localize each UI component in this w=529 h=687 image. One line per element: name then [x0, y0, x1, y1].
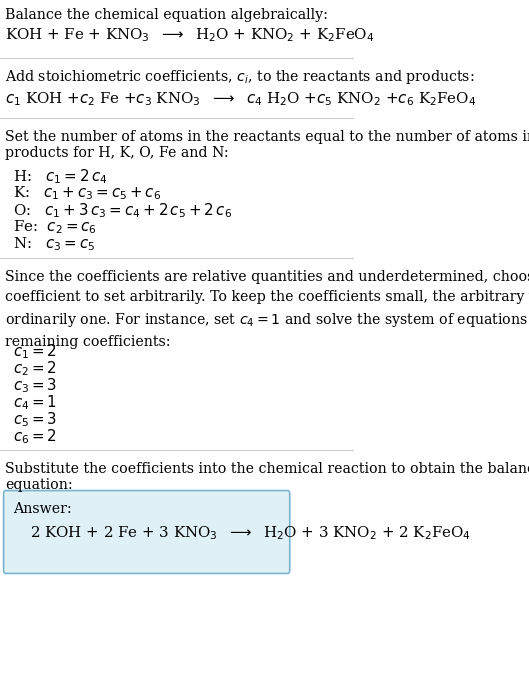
Text: Balance the chemical equation algebraically:: Balance the chemical equation algebraica…: [5, 8, 329, 22]
Text: Fe:  $c_2 = c_6$: Fe: $c_2 = c_6$: [13, 218, 97, 236]
Text: Substitute the coefficients into the chemical reaction to obtain the balanced: Substitute the coefficients into the che…: [5, 462, 529, 476]
Text: Set the number of atoms in the reactants equal to the number of atoms in the: Set the number of atoms in the reactants…: [5, 130, 529, 144]
FancyBboxPatch shape: [4, 491, 290, 574]
Text: K:   $c_1 + c_3 = c_5 + c_6$: K: $c_1 + c_3 = c_5 + c_6$: [13, 184, 161, 202]
Text: Since the coefficients are relative quantities and underdetermined, choose a
coe: Since the coefficients are relative quan…: [5, 270, 529, 349]
Text: $c_5 = 3$: $c_5 = 3$: [13, 410, 58, 429]
Text: KOH $+$ Fe $+$ KNO$_3$  $\longrightarrow$  H$_2$O $+$ KNO$_2$ $+$ K$_2$FeO$_4$: KOH $+$ Fe $+$ KNO$_3$ $\longrightarrow$…: [5, 26, 375, 44]
Text: Add stoichiometric coefficients, $c_i$, to the reactants and products:: Add stoichiometric coefficients, $c_i$, …: [5, 68, 475, 86]
Text: $c_1$ KOH $+ c_2$ Fe $+ c_3$ KNO$_3$  $\longrightarrow$  $c_4$ H$_2$O $+ c_5$ KN: $c_1$ KOH $+ c_2$ Fe $+ c_3$ KNO$_3$ $\l…: [5, 90, 477, 108]
Text: $c_2 = 2$: $c_2 = 2$: [13, 359, 57, 378]
Text: Answer:: Answer:: [13, 502, 72, 516]
Text: equation:: equation:: [5, 478, 73, 492]
Text: O:   $c_1 + 3\,c_3 = c_4 + 2\,c_5 + 2\,c_6$: O: $c_1 + 3\,c_3 = c_4 + 2\,c_5 + 2\,c_6…: [13, 201, 232, 220]
Text: $c_4 = 1$: $c_4 = 1$: [13, 393, 57, 412]
Text: N:   $c_3 = c_5$: N: $c_3 = c_5$: [13, 235, 96, 253]
Text: H:   $c_1 = 2\,c_4$: H: $c_1 = 2\,c_4$: [13, 167, 108, 185]
Text: 2 KOH $+$ 2 Fe $+$ 3 KNO$_3$  $\longrightarrow$  H$_2$O $+$ 3 KNO$_2$ $+$ 2 K$_2: 2 KOH $+$ 2 Fe $+$ 3 KNO$_3$ $\longright…: [30, 524, 471, 542]
Text: $c_6 = 2$: $c_6 = 2$: [13, 427, 57, 446]
Text: products for H, K, O, Fe and N:: products for H, K, O, Fe and N:: [5, 146, 229, 160]
Text: $c_1 = 2$: $c_1 = 2$: [13, 342, 57, 361]
Text: $c_3 = 3$: $c_3 = 3$: [13, 376, 58, 395]
